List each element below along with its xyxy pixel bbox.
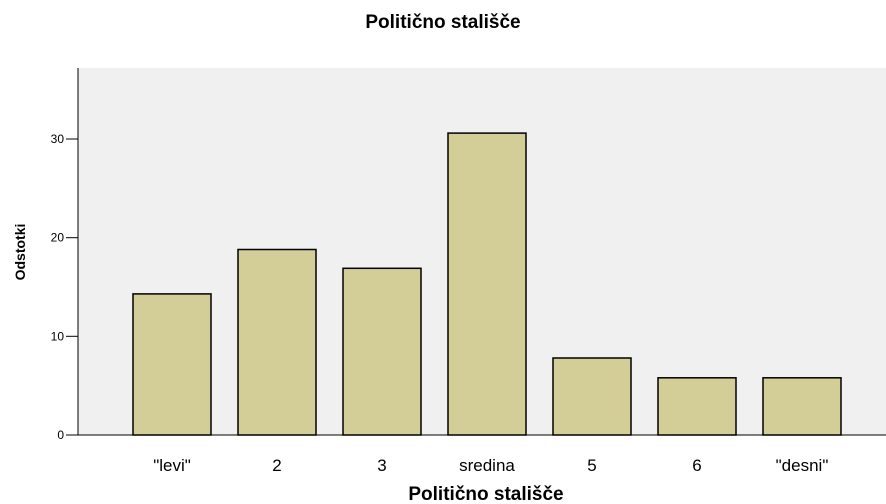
y-tick-label: 20 — [51, 231, 65, 245]
bar — [762, 377, 842, 436]
x-tick-label: 5 — [587, 456, 596, 475]
bar — [342, 267, 422, 436]
bar — [447, 132, 527, 436]
x-tick-label: 2 — [272, 456, 281, 475]
x-ticks-group: "levi" 2 3 sredina 5 6 "desni" — [153, 456, 828, 475]
bar — [552, 357, 632, 436]
bars-group — [132, 132, 842, 436]
y-ticks-group: 0 10 20 30 — [51, 132, 78, 442]
x-tick-label: 6 — [692, 456, 701, 475]
x-tick-label: 3 — [377, 456, 386, 475]
bar — [237, 248, 317, 436]
y-tick-label: 30 — [51, 132, 65, 146]
bar — [132, 293, 212, 436]
chart-title: Politično stališče — [365, 12, 520, 33]
x-tick-label: "desni" — [776, 456, 829, 475]
y-tick-label: 10 — [51, 329, 65, 343]
x-tick-label: sredina — [459, 456, 515, 475]
y-axis-label: Odstotki — [12, 224, 28, 281]
x-tick-label: "levi" — [153, 456, 191, 475]
x-axis-label: Politično stališče — [408, 484, 563, 504]
y-tick-label: 0 — [57, 428, 64, 442]
bar — [657, 377, 737, 436]
